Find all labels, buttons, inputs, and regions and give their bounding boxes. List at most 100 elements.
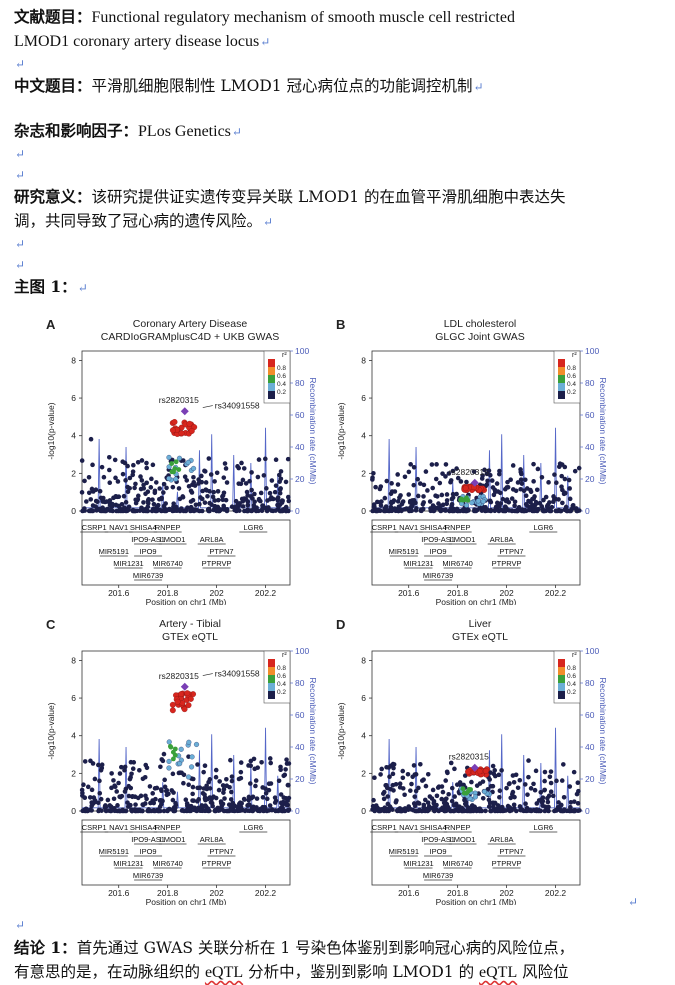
gene-label: PTPRVP	[492, 559, 522, 568]
snp-point	[525, 792, 530, 797]
snp-point	[387, 804, 393, 809]
snp-point	[512, 503, 517, 508]
snp-point	[518, 477, 524, 482]
snp-point	[220, 494, 225, 499]
snp-point	[120, 471, 126, 477]
snp-point	[202, 796, 208, 801]
legend-level: 0.8	[567, 665, 576, 672]
snp-point	[119, 764, 124, 770]
y-tick-label: 6	[71, 393, 76, 403]
snp-point	[144, 465, 149, 471]
snp-point	[264, 796, 270, 802]
legend-swatch	[268, 659, 275, 667]
legend-level: 0.4	[567, 381, 576, 388]
snp-point	[502, 508, 507, 514]
journal-line: 杂志和影响因子：PLos Genetics↵	[14, 119, 664, 143]
gene-label: MIR6740	[152, 859, 182, 868]
snp-point	[238, 760, 244, 765]
snp-point	[405, 771, 411, 777]
gene-label: MIR6739	[423, 871, 453, 880]
snp-point	[141, 507, 147, 512]
snp-point	[422, 797, 428, 803]
snp-point-high-ld	[184, 690, 191, 697]
snp-point	[161, 751, 167, 757]
gene-label: PTPRVP	[202, 559, 232, 568]
snp-point	[86, 490, 92, 496]
snp-point	[277, 479, 282, 484]
gene-label: RNPEP	[445, 523, 471, 532]
snp-point	[189, 764, 195, 770]
x-axis-label: Position on chr1 (Mb)	[436, 897, 517, 905]
snp-point	[84, 807, 89, 813]
snp-point	[439, 492, 445, 498]
snp-point	[559, 462, 565, 467]
snp-point	[238, 775, 244, 781]
snp-point	[235, 464, 240, 469]
snp-point	[490, 485, 496, 490]
snp-point	[431, 508, 437, 513]
snp-point	[567, 486, 572, 491]
snp-point	[437, 480, 443, 486]
snp-point	[197, 785, 203, 791]
snp-point	[527, 506, 532, 512]
conclusion-text-1: 首先通过 GWAS 关联分析在 1 号染色体鉴别到影响冠心病的风险位点，	[76, 939, 575, 957]
snp-point	[266, 505, 271, 510]
snp-point	[258, 490, 264, 496]
legend-swatch	[268, 359, 275, 367]
snp-point	[264, 808, 270, 814]
gene-label: LGR6	[533, 523, 553, 532]
snp-point	[512, 499, 518, 505]
snp-point	[229, 789, 234, 795]
snp-point	[189, 754, 195, 760]
snp-point	[571, 799, 577, 804]
snp-point	[440, 471, 445, 476]
snp-point	[558, 808, 563, 813]
locus-plot: A Coronary Artery DiseaseCARDIoGRAMplusC4…	[46, 317, 318, 607]
snp-point	[80, 808, 86, 814]
snp-point	[256, 457, 262, 462]
snp-point	[444, 492, 450, 497]
journal-label: 杂志和影响因子：	[14, 121, 139, 140]
snp-point	[248, 758, 254, 764]
snp-point	[507, 808, 513, 814]
gene-label: MIR6740	[442, 559, 472, 568]
gene-label: LMOD1	[450, 535, 476, 544]
snp-point	[223, 466, 229, 471]
y2-tick-label: 40	[585, 442, 595, 452]
snp-point	[128, 785, 134, 791]
gene-label: IPO9	[140, 847, 157, 856]
y2-tick-label: 100	[585, 346, 599, 356]
y2-tick-label: 60	[295, 410, 305, 420]
snp-point	[120, 807, 125, 813]
snp-point	[532, 494, 537, 499]
snp-point	[388, 508, 394, 513]
title-text-en-2: LMOD1 coronary artery disease locus	[14, 33, 260, 50]
snp-point	[371, 797, 376, 803]
snp-point	[229, 504, 235, 510]
snp-point	[198, 495, 203, 500]
snp-point	[159, 757, 165, 762]
snp-point	[277, 490, 283, 496]
snp-point	[87, 795, 93, 800]
snp-point	[204, 488, 209, 493]
snp-point	[443, 462, 449, 467]
empty-line	[14, 98, 664, 119]
snp-point	[213, 774, 219, 780]
x-tick-label: 202	[499, 888, 513, 898]
legend-swatch	[558, 683, 565, 691]
snp-point	[163, 501, 168, 506]
y-tick-label: 2	[361, 768, 366, 778]
snp-point	[121, 508, 126, 513]
snp-point	[523, 502, 529, 507]
panel-subtitle: GTEx eQTL	[162, 631, 218, 643]
snp-point	[576, 788, 581, 794]
gene-label: SHISA4	[420, 523, 447, 532]
snp-point	[133, 802, 138, 807]
return-mark: ↵	[77, 281, 88, 295]
gene-label: PTPRVP	[202, 859, 232, 868]
cn-title-line: 中文题目：平滑肌细胞限制性 LMOD1 冠心病位点的功能调控机制↵	[14, 74, 664, 98]
snp-point	[109, 785, 114, 791]
snp-point	[96, 762, 101, 768]
